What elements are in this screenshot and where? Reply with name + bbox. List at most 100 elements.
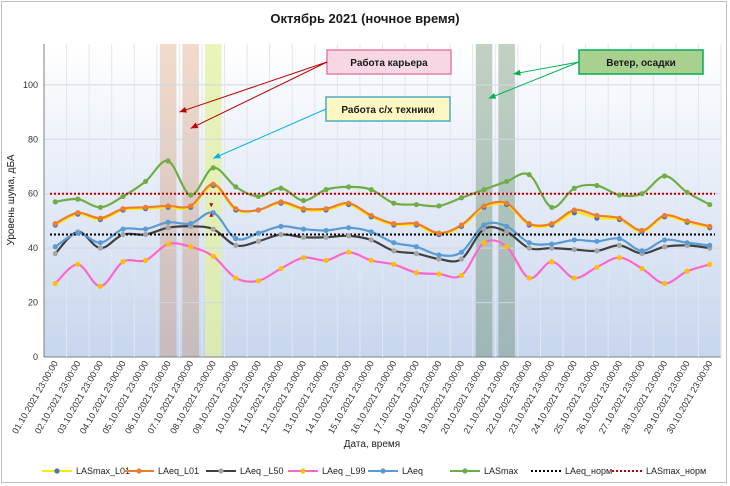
legend-label: LAeq _L50 [240, 466, 284, 476]
data-point [684, 268, 690, 274]
data-point [323, 257, 329, 263]
annotation-arrow [488, 61, 580, 99]
data-point [661, 212, 668, 219]
highlight-band [159, 44, 177, 357]
data-point [142, 226, 149, 232]
data-point [526, 245, 532, 251]
data-point [594, 182, 600, 189]
annotation-label: Работа с/х техники [341, 104, 434, 116]
data-point [594, 248, 600, 254]
data-point [97, 245, 104, 251]
data-point [504, 229, 510, 235]
legend-label: LASmax [484, 466, 519, 476]
data-point [210, 165, 216, 171]
data-point [346, 225, 352, 231]
data-point [639, 248, 645, 254]
data-point [639, 227, 645, 234]
data-point [571, 275, 577, 281]
data-point [661, 244, 668, 250]
data-point [571, 237, 577, 243]
data-point [120, 226, 126, 232]
data-point [210, 210, 216, 216]
data-point [120, 259, 126, 265]
data-point [278, 223, 284, 229]
data-point [458, 249, 465, 255]
data-point [188, 244, 194, 250]
highlight-band [204, 44, 222, 357]
y-axis-label: Уровень шума, дБА [6, 154, 17, 245]
data-point [255, 207, 261, 213]
data-point [255, 238, 261, 244]
data-point [278, 265, 284, 272]
data-point [458, 272, 465, 278]
data-point [188, 192, 194, 198]
data-point [684, 240, 690, 246]
data-point [481, 222, 487, 228]
data-point [661, 173, 668, 179]
data-point [436, 256, 442, 262]
annotation-label: Работа карьера [350, 57, 428, 69]
data-point [278, 199, 284, 205]
data-point [346, 249, 352, 255]
data-point [707, 242, 713, 249]
data-point [255, 278, 261, 284]
data-point [549, 221, 555, 227]
arrow-head-icon [213, 152, 221, 159]
legend-marker [218, 468, 224, 474]
data-point [549, 241, 555, 247]
data-point [368, 229, 374, 235]
legend-label: LAeq_L01 [158, 466, 199, 476]
data-point [661, 237, 668, 243]
data-point [661, 280, 668, 287]
data-point [391, 261, 397, 268]
data-point [458, 195, 465, 201]
legend-label: LAeq_норм [565, 466, 612, 476]
y-tick-label: 80 [28, 134, 38, 144]
data-point [368, 212, 374, 219]
data-point [278, 185, 284, 191]
data-point [413, 250, 419, 257]
annotation-arrow [179, 61, 328, 113]
data-point [233, 242, 239, 249]
data-point [233, 236, 239, 242]
data-point [481, 226, 487, 232]
data-point [300, 234, 307, 240]
data-point [526, 275, 532, 281]
data-point [684, 218, 690, 224]
data-point [436, 271, 442, 277]
data-point [413, 270, 419, 276]
y-tick-label: 60 [28, 189, 38, 199]
data-point [526, 240, 532, 246]
data-point [707, 223, 713, 229]
y-tick-label: 0 [33, 352, 38, 362]
data-point [571, 246, 577, 253]
data-point [52, 250, 58, 257]
data-point [165, 225, 171, 231]
data-point [707, 261, 713, 268]
data-point [278, 231, 284, 238]
arrow-head-icon [513, 69, 521, 76]
data-point [413, 221, 419, 227]
data-point [571, 185, 577, 191]
data-point [120, 193, 126, 200]
data-point [142, 257, 149, 263]
arrow-head-icon [179, 106, 187, 113]
data-point [594, 238, 600, 244]
data-point [707, 201, 713, 208]
data-point [594, 212, 600, 219]
data-point [639, 265, 645, 272]
data-point [391, 248, 397, 254]
annotation-arrow [213, 108, 327, 159]
data-point [616, 242, 623, 249]
data-point [97, 204, 104, 210]
data-point [233, 184, 239, 190]
data-point [346, 184, 352, 190]
data-point [504, 200, 510, 206]
data-point [368, 187, 374, 193]
data-point [504, 244, 510, 250]
data-point [165, 158, 171, 164]
data-point [233, 275, 239, 281]
legend-marker [54, 468, 60, 474]
data-point [571, 207, 577, 213]
